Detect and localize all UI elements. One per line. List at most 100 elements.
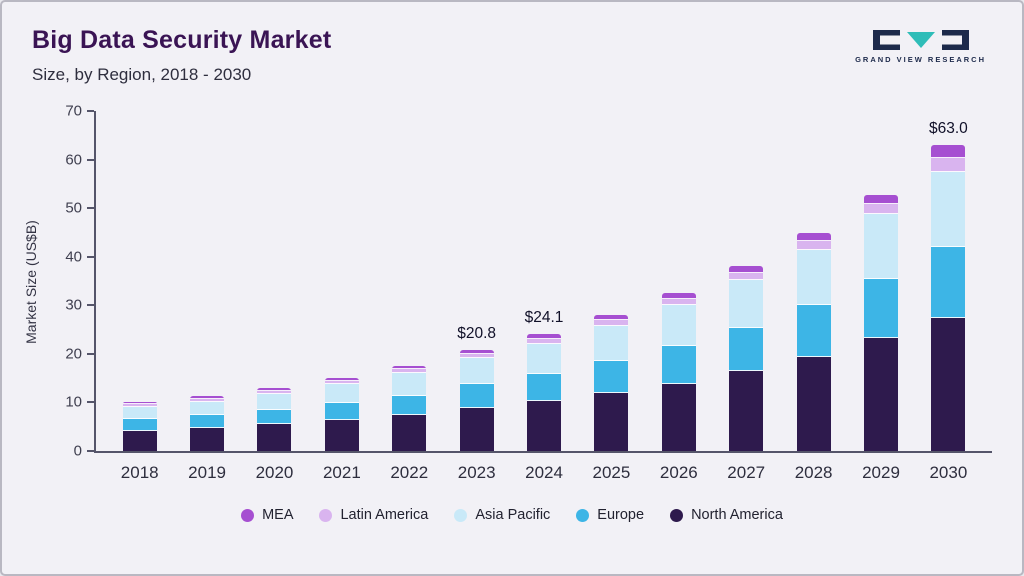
bar-segment-north-america [122, 430, 157, 451]
bar-slot-2021 [308, 111, 375, 451]
bar-segment-north-america [392, 415, 427, 451]
plot-area: $20.8 $24.1 $63.0 0 10 20 30 40 50 60 70 [65, 103, 992, 460]
chart-area: Market Size (US$B) $20.8 $24.1 $63.0 0 10 20… [2, 85, 1022, 483]
y-tick-mark [87, 207, 94, 210]
bar-segment-europe [392, 395, 427, 416]
bar-segment-europe [459, 384, 494, 409]
bar-segment-north-america [257, 424, 292, 451]
y-tick-mark [87, 401, 94, 404]
bar-stack-2027 [729, 265, 764, 451]
bar-value-label-2024: $24.1 [524, 309, 564, 326]
bar-stack-2029 [863, 194, 898, 451]
bar-segment-latin-america [122, 404, 157, 408]
bar-segment-latin-america [527, 338, 562, 344]
bar-segment-latin-america [190, 399, 225, 402]
bar-segment-mea [190, 396, 225, 400]
bar-segment-europe [257, 409, 292, 425]
legend-item-asia-pacific: Asia Pacific [454, 507, 550, 523]
bar-segment-latin-america [324, 381, 359, 385]
page-subtitle: Size, by Region, 2018 - 2030 [32, 65, 252, 84]
y-axis-title-column: Market Size (US$B) [18, 111, 44, 483]
bar-segment-asia-pacific [594, 326, 629, 362]
bar-stack-2023 [459, 350, 494, 451]
bar-segment-latin-america [459, 353, 494, 359]
bar-segment-mea [392, 366, 427, 370]
bar-segment-europe [122, 418, 157, 431]
x-tick-label-2025: 2025 [592, 463, 631, 482]
x-tick-label-2027: 2027 [727, 463, 766, 482]
bar-segment-mea [931, 145, 966, 159]
bar-segment-mea [459, 350, 494, 354]
bar-segment-europe [594, 361, 629, 394]
bar-slot-2026 [645, 111, 712, 451]
bar-segment-north-america [459, 408, 494, 451]
bar-stack-2030 [931, 145, 966, 451]
legend-swatch-asia-pacific [454, 508, 468, 522]
legend-item-north-america: North America [670, 507, 783, 523]
bar-segment-mea [863, 194, 898, 205]
legend-swatch-latin-america [319, 508, 333, 522]
bar-segment-asia-pacific [324, 384, 359, 404]
bar-segment-asia-pacific [459, 358, 494, 385]
bar-segment-asia-pacific [392, 373, 427, 396]
legend-item-latin-america: Latin America [319, 507, 428, 523]
logo-icon [872, 30, 969, 50]
bar-stack-2021 [324, 377, 359, 451]
bar-segment-mea [594, 315, 629, 321]
bar-segment-north-america [190, 427, 225, 451]
x-tick-label-2024: 2024 [525, 463, 563, 482]
header-titles: Big Data Security Market Size, by Region… [32, 26, 331, 85]
x-tick-label-2018: 2018 [120, 463, 159, 482]
bars-row: $20.8 $24.1 $63.0 [96, 111, 992, 451]
bar-segment-mea [527, 334, 562, 339]
bar-segment-latin-america [392, 369, 427, 374]
page-title: Big Data Security Market [32, 26, 332, 54]
y-tick-label: 40 [65, 248, 82, 266]
bar-segment-latin-america [796, 241, 831, 250]
bar-segment-mea [729, 265, 764, 273]
x-tick-label-2030: 2030 [929, 463, 968, 482]
bar-value-label-2030: $63.0 [928, 120, 968, 138]
legend-label: MEA [262, 507, 294, 523]
bar-segment-europe [863, 278, 898, 339]
y-tick-label: 70 [65, 102, 82, 120]
y-tick-label: 20 [65, 345, 82, 363]
legend-label: North America [691, 507, 783, 523]
header: Big Data Security Market Size, by Region… [2, 2, 1022, 85]
bar-segment-europe [729, 327, 764, 372]
x-tick-label-2028: 2028 [794, 463, 833, 482]
bar-slot-2028 [780, 111, 847, 451]
bar-value-label-2023: $20.8 [457, 325, 497, 343]
bar-segment-europe [527, 373, 562, 402]
bar-segment-asia-pacific [729, 280, 764, 328]
bar-segment-europe [931, 247, 966, 318]
y-tick-mark [87, 255, 94, 258]
logo-text: GRAND VIEW RESEARCH [855, 55, 986, 64]
bar-segment-north-america [594, 393, 629, 451]
bar-segment-mea [661, 293, 696, 299]
bar-segment-europe [796, 305, 831, 357]
x-tick-label-2029: 2029 [862, 463, 900, 482]
bar-segment-mea [796, 232, 831, 242]
x-tick-label-2023: 2023 [457, 463, 496, 482]
legend-swatch-europe [576, 508, 590, 522]
bar-segment-latin-america [863, 204, 898, 215]
bar-stack-2024 [527, 334, 562, 451]
bar-segment-asia-pacific [931, 171, 966, 248]
bar-segment-europe [190, 414, 225, 428]
bar-segment-north-america [729, 371, 764, 451]
bar-segment-asia-pacific [527, 343, 562, 374]
bar-stack-2025 [594, 315, 629, 451]
y-tick-mark [87, 110, 94, 112]
y-tick-label: 50 [65, 199, 82, 217]
x-tick-label-2022: 2022 [390, 463, 429, 482]
bar-slot-2030: $63.0 [915, 111, 982, 451]
x-tick-label-2026: 2026 [659, 463, 698, 482]
grand-view-research-logo: GRAND VIEW RESEARCH [855, 28, 986, 64]
bar-segment-north-america [324, 419, 359, 451]
y-tick-label: 30 [65, 296, 82, 314]
y-tick-mark [87, 158, 94, 161]
legend-item-mea: MEA [241, 507, 293, 523]
legend-label: Europe [597, 507, 645, 523]
